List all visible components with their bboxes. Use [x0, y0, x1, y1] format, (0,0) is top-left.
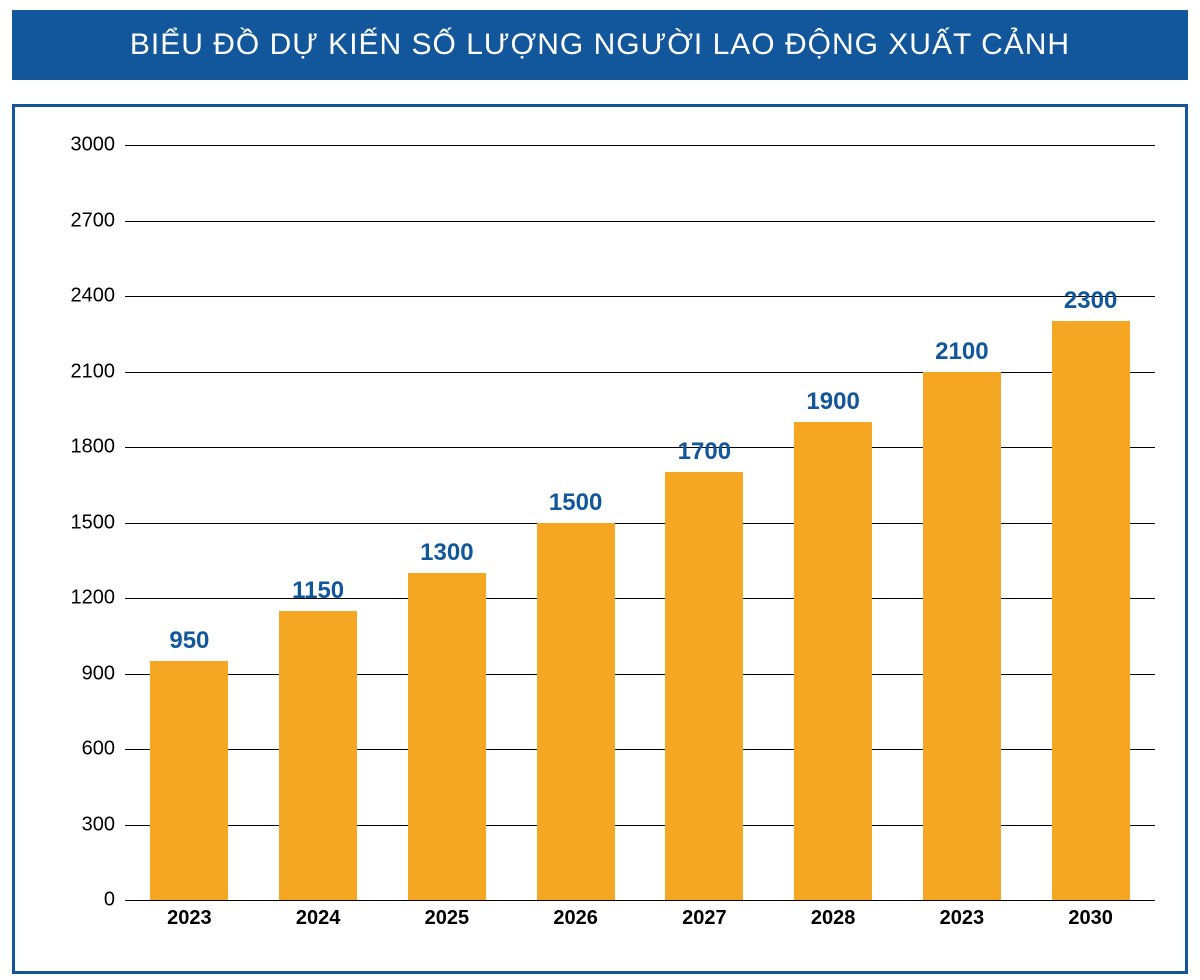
y-tick-label: 2100 [55, 360, 115, 383]
bar [150, 661, 228, 900]
bar [537, 523, 615, 901]
x-axis-label: 2028 [769, 907, 898, 930]
bar [794, 422, 872, 900]
x-axis-label: 2024 [254, 907, 383, 930]
x-axis-label: 2025 [383, 907, 512, 930]
bar-value-label: 2300 [1064, 287, 1117, 315]
x-axis-label: 2023 [898, 907, 1027, 930]
y-tick-label: 0 [55, 889, 115, 912]
y-tick-label: 900 [55, 662, 115, 685]
bar-slot: 2100 [898, 145, 1027, 900]
y-tick-label: 3000 [55, 134, 115, 157]
x-axis-label: 2026 [511, 907, 640, 930]
bar-slot: 2300 [1026, 145, 1155, 900]
x-axis-labels: 20232024202520262027202820232030 [125, 907, 1155, 930]
bar-slot: 1900 [769, 145, 898, 900]
y-tick-label: 1800 [55, 436, 115, 459]
chart-container: 0 300 600 900 1200 1500 1800 2100 2400 2700 3000 9… [12, 104, 1188, 974]
plot-area: 03006009001200150018002100240027003000 9… [125, 145, 1155, 900]
x-axis-label: 2027 [640, 907, 769, 930]
bar-value-label: 1150 [292, 577, 344, 605]
y-tick-label: 300 [55, 813, 115, 836]
bar-value-label: 1300 [420, 539, 473, 567]
x-axis-label: 2023 [125, 907, 254, 930]
bar [279, 611, 357, 900]
bar-value-label: 2100 [935, 338, 988, 366]
y-tick-label: 1500 [55, 511, 115, 534]
bar-value-label: 1700 [678, 438, 731, 466]
bar-slot: 1500 [511, 145, 640, 900]
y-tick-label: 2700 [55, 209, 115, 232]
bar [923, 372, 1001, 901]
y-tick-label: 1200 [55, 587, 115, 610]
gridline [125, 900, 1155, 901]
bar-value-label: 1900 [806, 388, 859, 416]
bar-slot: 1700 [640, 145, 769, 900]
y-tick-label: 600 [55, 738, 115, 761]
x-axis-label: 2030 [1026, 907, 1155, 930]
bars-group: 950 1150 1300 1500 1700 1900 2100 2300 [125, 145, 1155, 900]
bar-value-label: 1500 [549, 489, 602, 517]
bar [408, 573, 486, 900]
bar-slot: 1300 [383, 145, 512, 900]
bar-slot: 950 [125, 145, 254, 900]
bar-value-label: 950 [169, 627, 209, 655]
bar [665, 472, 743, 900]
y-tick-label: 2400 [55, 285, 115, 308]
chart-title: BIỂU ĐỒ DỰ KIẾN SỐ LƯỢNG NGƯỜI LAO ĐỘNG … [12, 10, 1188, 80]
bar-slot: 1150 [254, 145, 383, 900]
bar [1052, 321, 1130, 900]
